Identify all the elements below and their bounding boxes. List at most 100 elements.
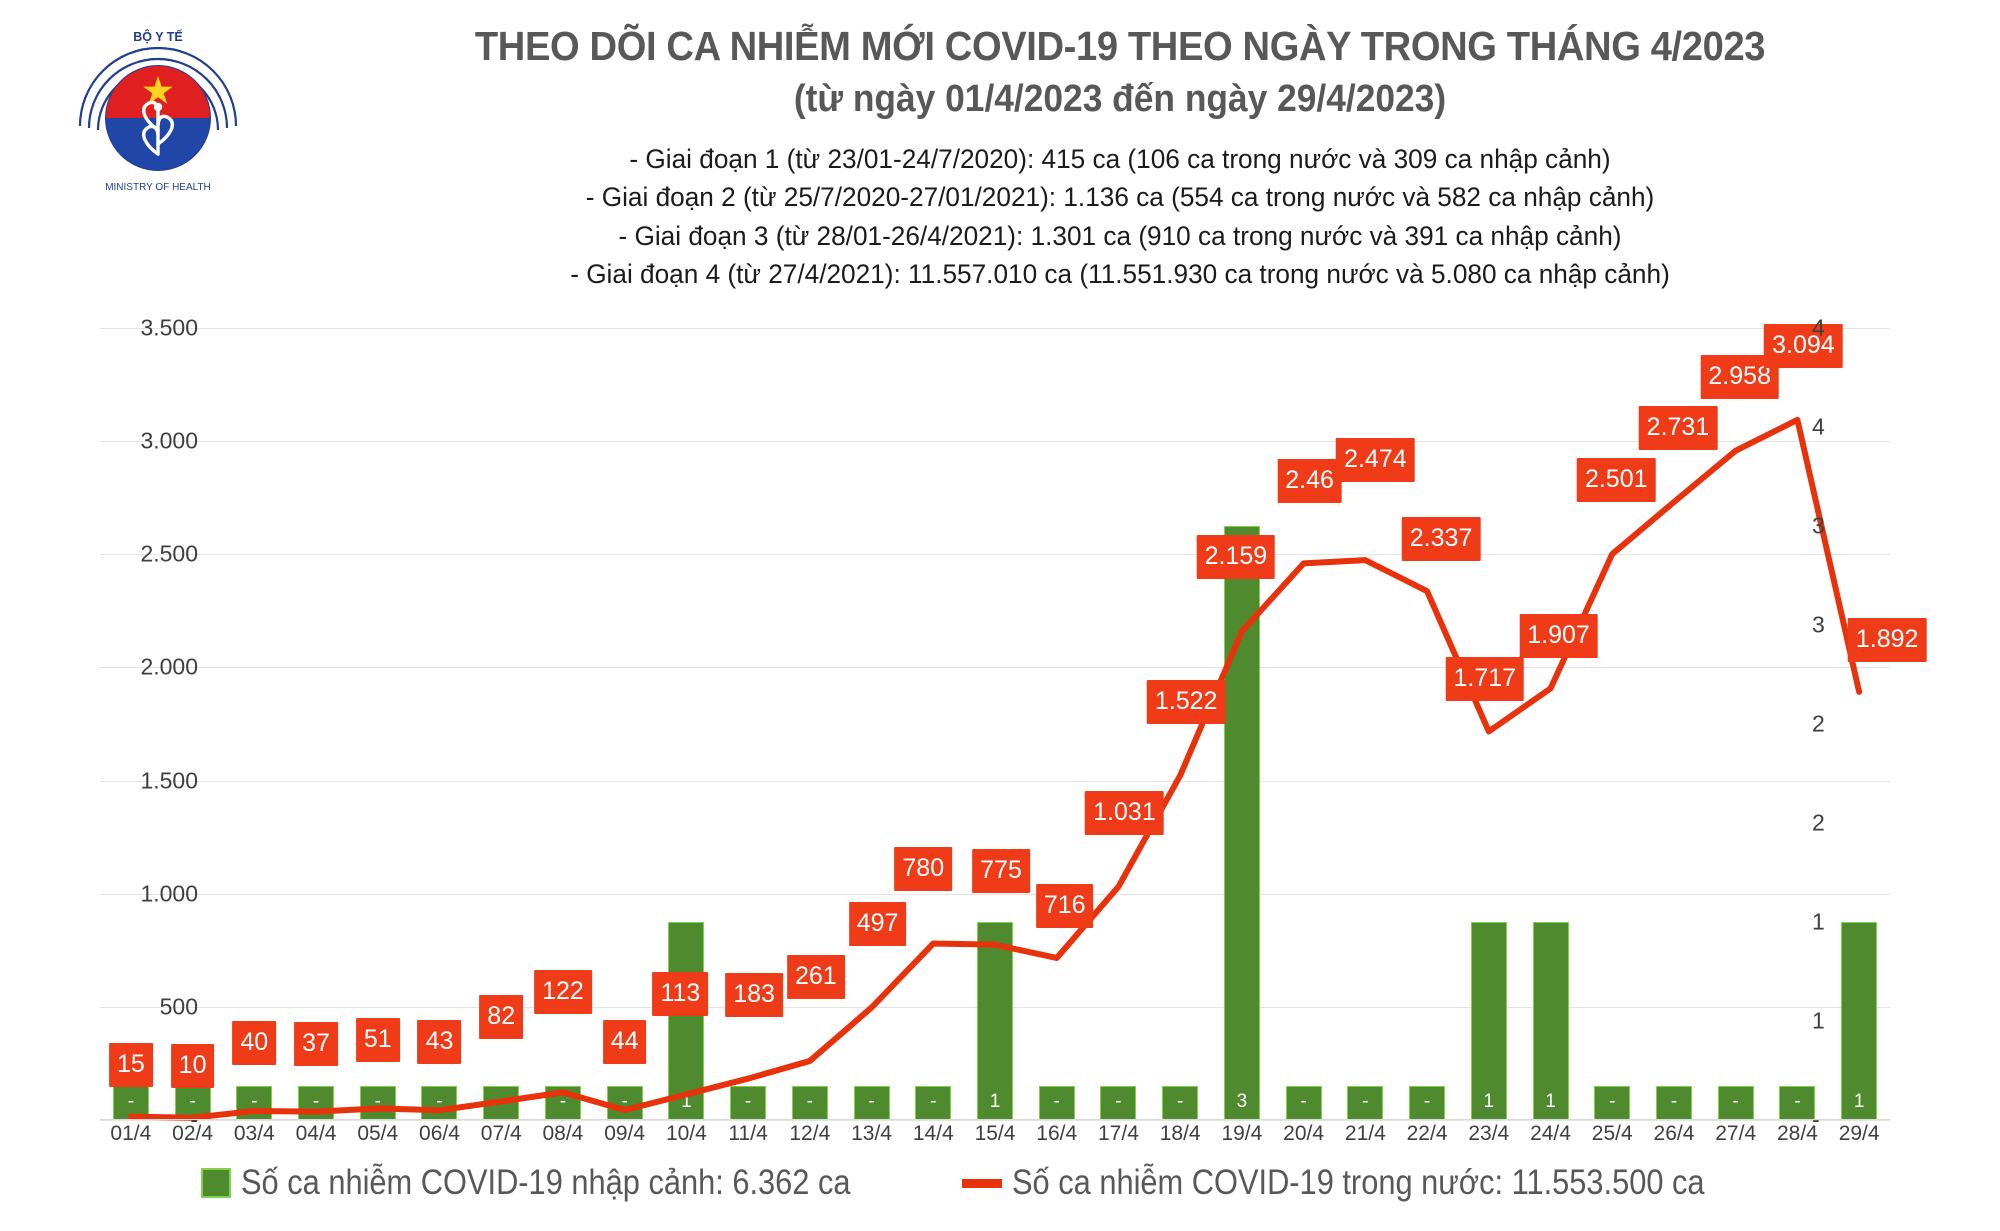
bar-value-label: - — [1423, 1091, 1431, 1112]
y-axis-right-tick: 2 — [1812, 710, 1825, 737]
bar[interactable]: 3 — [1223, 526, 1260, 1120]
x-axis-tick-label: 26/4 — [1653, 1122, 1695, 1145]
line-value-label: 2.501 — [1576, 458, 1656, 503]
bar[interactable]: - — [1779, 1086, 1816, 1120]
bar[interactable]: - — [1100, 1086, 1137, 1120]
legend-line-label: Số ca nhiễm COVID-19 trong nước: 11.553.… — [1011, 1163, 1705, 1202]
x-axis-tick-label: 21/4 — [1344, 1122, 1386, 1145]
bar[interactable]: 1 — [977, 922, 1013, 1120]
y-axis-left-tick: 1.000 — [140, 880, 198, 907]
bar[interactable]: - — [1162, 1086, 1199, 1120]
bar[interactable]: - — [1038, 1086, 1075, 1120]
line-value-label: 122 — [534, 970, 592, 1015]
phase-line-4: - Giai đoạn 4 (từ 27/4/2021): 11.557.010… — [570, 258, 1670, 289]
bar[interactable]: - — [298, 1086, 335, 1120]
line-value-label: 1.522 — [1146, 679, 1226, 724]
line-value-label: 716 — [1035, 883, 1094, 928]
legend-item-bar[interactable]: Số ca nhiễm COVID-19 nhập cảnh: 6.362 ca — [201, 1163, 934, 1203]
chart-header: THEO DÕI CA NHIỄM MỚI COVID-19 THEO NGÀY… — [270, 22, 1970, 293]
line-value-label: 183 — [725, 972, 783, 1017]
x-axis-tick-label: 11/4 — [728, 1122, 768, 1145]
bar[interactable]: - — [359, 1086, 396, 1120]
x-axis-tick-label: 06/4 — [419, 1122, 460, 1145]
bar[interactable]: - — [544, 1086, 581, 1120]
line-value-label: 2.337 — [1401, 517, 1481, 562]
bar[interactable]: 1 — [1470, 922, 1507, 1120]
gridline — [100, 667, 1890, 669]
line-value-label: 15 — [108, 1042, 153, 1087]
bar[interactable]: - — [1409, 1086, 1446, 1120]
x-axis-tick-label: 18/4 — [1159, 1122, 1201, 1145]
line-value-label: 44 — [602, 1020, 647, 1065]
y-axis-left-tick: 2.500 — [140, 540, 198, 567]
x-axis-tick-label: 07/4 — [480, 1122, 522, 1145]
line-value-label: 2.46 — [1277, 459, 1342, 504]
bar-value-label: - — [1300, 1091, 1307, 1112]
y-axis-left-tick: 2.000 — [140, 653, 198, 680]
x-axis-tick-label: 17/4 — [1098, 1122, 1139, 1145]
y-axis-right-tick: 3 — [1812, 512, 1825, 539]
line-value-label: 261 — [786, 954, 845, 999]
line-value-label: 497 — [848, 901, 907, 946]
bar[interactable]: - — [1285, 1086, 1322, 1120]
phase-summary-list: - Giai đoạn 1 (từ 23/01-24/7/2020): 415 … — [270, 140, 1970, 293]
y-axis-left-tick: 3.500 — [140, 314, 198, 341]
legend-bar-label: Số ca nhiễm COVID-19 nhập cảnh: 6.362 ca — [241, 1163, 851, 1202]
y-axis-right-tick: 4 — [1812, 314, 1825, 341]
legend-bar-swatch-icon — [201, 1168, 232, 1198]
line-value-label: 2.159 — [1196, 535, 1276, 580]
bar-value-label: - — [1053, 1091, 1060, 1112]
bar[interactable]: - — [1594, 1086, 1631, 1120]
x-axis-tick-label: 24/4 — [1530, 1122, 1571, 1145]
bar[interactable]: - — [915, 1086, 952, 1120]
bar[interactable]: - — [236, 1086, 273, 1120]
bar[interactable]: - — [853, 1086, 890, 1120]
chart-legend: Số ca nhiễm COVID-19 nhập cảnh: 6.362 ca… — [0, 1163, 2000, 1203]
legend-item-line[interactable]: Số ca nhiễm COVID-19 trong nước: 11.553.… — [961, 1163, 1799, 1203]
bar[interactable]: - — [1347, 1086, 1384, 1120]
gridline — [100, 328, 1890, 329]
line-value-label: 2.474 — [1336, 438, 1415, 483]
y-axis-right-tick: - — [1812, 1106, 1820, 1133]
gridline — [100, 441, 1890, 443]
bar-value-label: - — [621, 1091, 628, 1112]
bar-value-label: 1 — [989, 1091, 1001, 1112]
bar[interactable]: - — [1717, 1086, 1754, 1120]
x-axis-tick-label: 22/4 — [1406, 1122, 1448, 1145]
y-axis-right-tick: 1 — [1812, 908, 1825, 935]
bar[interactable]: - — [483, 1086, 520, 1120]
bar[interactable]: - — [1655, 1086, 1692, 1120]
bar-value-label: - — [559, 1091, 567, 1112]
line-value-label: 3.094 — [1764, 323, 1843, 368]
phase-line-3: - Giai đoạn 3 (từ 28/01-26/4/2021): 1.30… — [618, 220, 1622, 251]
bar[interactable]: - — [791, 1086, 828, 1120]
gridline — [100, 780, 1890, 782]
x-axis-tick-label: 15/4 — [974, 1122, 1016, 1145]
x-axis-tick-label: 16/4 — [1036, 1122, 1078, 1145]
x-axis-tick-label: 23/4 — [1468, 1122, 1510, 1145]
y-axis-right-tick: 2 — [1812, 809, 1825, 836]
line-value-label: 37 — [294, 1021, 338, 1066]
x-axis-labels: 01/4 02/4 03/4 04/4 05/4 06/4 07/4 08/4 09/4 10/4… — [100, 1122, 1890, 1156]
bar-value-label: - — [374, 1091, 381, 1112]
line-value-label: 10 — [170, 1043, 215, 1088]
bar-value-label: - — [1362, 1091, 1369, 1112]
logo-bottom-text: MINISTRY OF HEALTH — [105, 182, 211, 193]
bar[interactable]: - — [730, 1086, 767, 1120]
bar-value-label: - — [312, 1091, 320, 1112]
bar[interactable]: - — [421, 1086, 458, 1120]
bar[interactable]: 1 — [1532, 922, 1569, 1120]
y-axis-left-tick: 500 — [159, 993, 198, 1020]
line-value-label: 51 — [355, 1018, 400, 1063]
y-axis-left-tick: 1.500 — [140, 767, 198, 794]
bar-value-label: - — [498, 1091, 505, 1112]
bar[interactable]: - — [606, 1086, 643, 1120]
bar[interactable]: 1 — [668, 922, 705, 1120]
x-axis-tick-label: 29/4 — [1838, 1122, 1880, 1145]
line-value-label: 1.907 — [1519, 614, 1598, 659]
x-axis-tick-label: 08/4 — [542, 1122, 584, 1145]
x-axis-tick-label: 05/4 — [357, 1122, 399, 1145]
y-axis-right-tick: 4 — [1812, 413, 1825, 440]
y-axis-right-tick: 3 — [1812, 611, 1825, 638]
